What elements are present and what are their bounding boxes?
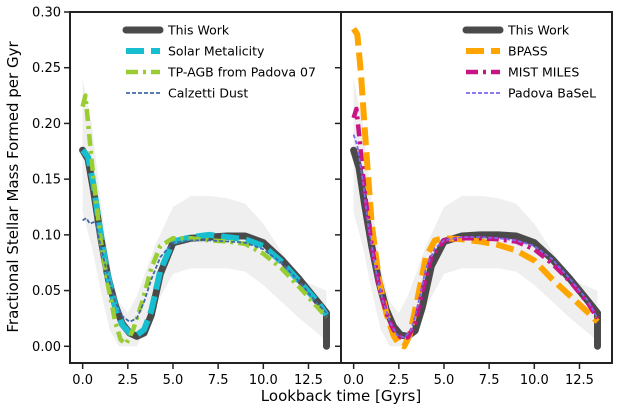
right-x-tick-label: 5.0 — [434, 373, 455, 388]
left-series-1-line — [80, 148, 329, 339]
left-x-tick-label: 10.0 — [249, 373, 278, 388]
y-tick-label: 0.15 — [32, 173, 61, 188]
right-series-2-line — [351, 106, 600, 340]
y-tick-label: 0.25 — [32, 61, 61, 76]
right-legend-label: BPASS — [508, 44, 548, 59]
left-legend-label: Calzetti Dust — [168, 86, 248, 101]
panel-right: 0.0 2.5 5.0 7.5 10.0 12.5 This Work BPASS MIST M… — [335, 11, 613, 388]
left-legend-label: Solar Metalicity — [168, 44, 265, 59]
left-uncertainty-band — [82, 78, 327, 347]
right-legend-label: MIST MILES — [508, 65, 579, 80]
right-legend: This Work BPASS MIST MILES Padova BaSeL — [462, 23, 596, 101]
y-axis-label: Fractional Stellar Mass Formed per Gyr — [4, 41, 22, 333]
left-series-2-line — [80, 93, 329, 347]
right-axes-frame — [340, 11, 613, 364]
left-legend: This Work Solar Metalicity TP-AGB from Pad… — [122, 23, 316, 101]
right-series-3-line — [352, 134, 599, 339]
y-tick-label: 0.30 — [32, 6, 61, 21]
right-uncertainty-band — [353, 78, 598, 347]
left-x-tick-label: 0.0 — [72, 373, 93, 388]
right-x-tick-label: 0.0 — [343, 373, 364, 388]
y-tick-label: 0.20 — [32, 117, 61, 132]
left-x-tick-label: 5.0 — [163, 373, 184, 388]
right-x-tick-label: 7.5 — [479, 373, 500, 388]
left-x-tick-label: 2.5 — [117, 373, 138, 388]
y-tick-label: 0.05 — [32, 284, 61, 299]
right-x-tick-label: 10.0 — [520, 373, 549, 388]
panel-left: 0.0 2.5 5.0 7.5 10.0 12.5 0.00 0.05 0.10 0.15 0.20… — [32, 6, 342, 388]
right-x-tick-label: 12.5 — [565, 373, 594, 388]
left-legend-label: This Work — [167, 23, 230, 38]
y-tick-label: 0.00 — [32, 340, 61, 355]
left-legend-label: TP-AGB from Padova 07 — [167, 65, 316, 80]
left-x-tick-label: 12.5 — [294, 373, 323, 388]
right-series-1-line — [351, 27, 600, 350]
right-x-tick-label: 2.5 — [388, 373, 409, 388]
right-legend-label: This Work — [507, 23, 570, 38]
left-series-3-line — [82, 217, 328, 323]
right-legend-label: Padova BaSeL — [508, 86, 596, 101]
x-axis-label: Lookback time [Gyrs] — [261, 387, 421, 405]
y-tick-label: 0.10 — [32, 228, 61, 243]
left-x-tick-label: 7.5 — [208, 373, 229, 388]
